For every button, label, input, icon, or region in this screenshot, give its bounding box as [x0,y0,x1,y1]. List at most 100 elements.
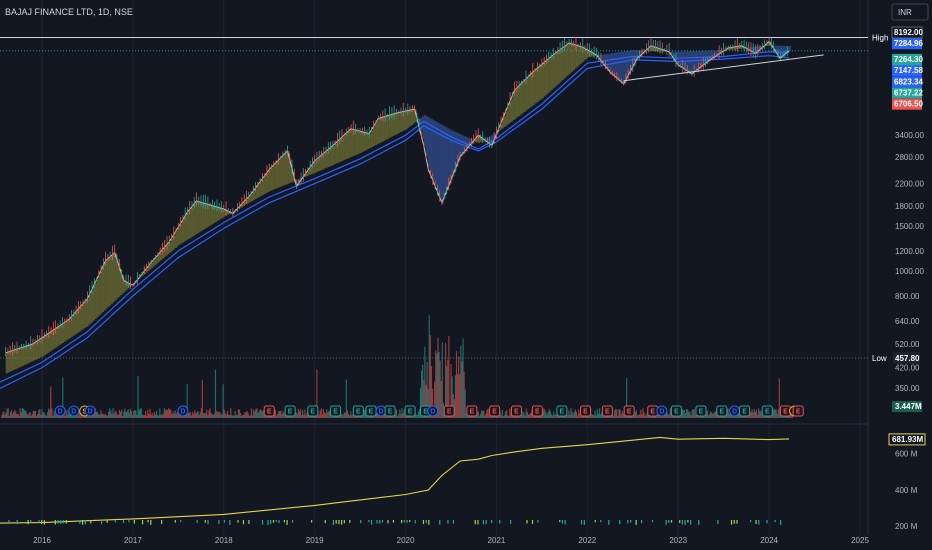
price-tag: 6706.50 [894,100,923,109]
volume-bar [664,413,666,418]
ma-fill-band [201,202,204,231]
event-marker-bg [510,405,522,417]
volume-bar [274,410,277,418]
ma-fill-band [327,150,330,168]
volume-bar [325,413,327,418]
volume-bar [111,414,113,418]
event-marker-bg [284,405,296,417]
volume-bar [19,408,21,418]
indicator-tick-mark [510,520,512,524]
ma-fill-band [29,345,32,363]
volume-bar [686,408,688,418]
volume-bar [145,411,147,418]
volume-bar [754,411,756,418]
ma-fill-band [458,133,461,162]
volume-bar [255,409,257,418]
indicator-tick-mark [651,520,654,523]
event-marker-bg [466,405,478,417]
volume-bar [318,415,320,418]
indicator-tick-mark [207,520,209,525]
ma-fill-band [311,165,314,175]
volume-bar [77,415,79,418]
ma-fill-band [18,348,21,368]
volume-bar [117,414,120,418]
indicator-tick-mark [665,520,667,525]
volume-bar [548,409,550,418]
volume-bar [5,412,7,418]
volume-bar [169,409,171,418]
volume-bar [747,415,749,418]
volume-bar [434,381,436,418]
volume-bar [461,361,463,418]
ma-fill-band [43,336,46,356]
volume-bar [97,411,99,418]
ma-fill-band [289,157,292,183]
volume-bar [127,409,129,418]
event-marker: D [378,409,383,416]
ma-fill-band [423,114,426,146]
event-marker-bg [739,405,751,417]
ma-fill-band [52,330,55,350]
price-axis[interactable]: 3400.00 2800.00 2200.00 1800.00 1500.00 1200.… [891,26,924,393]
volume-bar [500,415,502,418]
ma-fill-band [716,50,719,57]
x-tick-label: 2022 [578,536,596,545]
volume-bar [549,410,551,418]
ma-fill-band [372,127,375,147]
volume-bar [752,412,754,418]
volume-bar [205,413,207,418]
volume-bar [113,413,115,418]
ma-fill-band [740,46,743,49]
ma-fill-band [512,94,515,121]
y-tick-label: 3400.00 [895,131,924,140]
volume-bar [214,369,217,418]
volume-bar [596,409,598,418]
volume-bar [619,409,621,418]
indicator-tick-mark [360,520,362,524]
indicator-tick-mark [401,520,403,524]
volume-bar [243,414,245,418]
ma-fill-band [496,132,499,135]
volume-bar [436,353,438,418]
ma-fill-band [101,268,104,313]
volume-bar [642,408,644,418]
indicator-tick-mark [687,520,689,523]
volume-bar [682,410,684,418]
ma-fill-band [121,274,124,294]
volume-bar [199,412,201,418]
ma-fill-band [398,112,401,133]
y-tick-label: 420.00 [895,364,920,373]
ma-fill-band [96,279,99,318]
ma-fill-band [211,205,214,225]
time-axis[interactable]: 2016 2017 2018 2019 2020 2021 2022 2023 2024 2025 [33,536,869,545]
volume-bar [378,414,380,418]
volume-bar [595,415,597,418]
indicator-tick-mark [291,520,294,523]
volume-bar [430,365,433,418]
event-marker: D [58,409,63,416]
ma-fill-band [732,47,735,50]
volume-bar [730,412,732,418]
volume-bar [55,414,57,418]
ma-fill-band [169,242,172,253]
volume-bar [713,412,715,418]
volume-bar [186,384,188,418]
volume-bar [110,410,112,418]
volume-bar [70,415,73,418]
volume-bar [220,413,222,418]
ma-fill-band [449,129,452,185]
ma-fill-band [161,250,164,259]
ma-fill-band [520,84,523,115]
volume-bar [103,414,105,418]
volume-bar [440,380,442,418]
ma-fill-band [343,135,346,160]
volume-bar [554,414,556,418]
volume-bar [247,413,249,418]
volume-bar [416,414,418,418]
ma-fill-band [749,47,752,51]
ma-fill-band [172,236,175,250]
ma-fill-band [54,329,57,348]
volume-bar [33,410,36,418]
currency-button[interactable]: INR [891,3,929,21]
